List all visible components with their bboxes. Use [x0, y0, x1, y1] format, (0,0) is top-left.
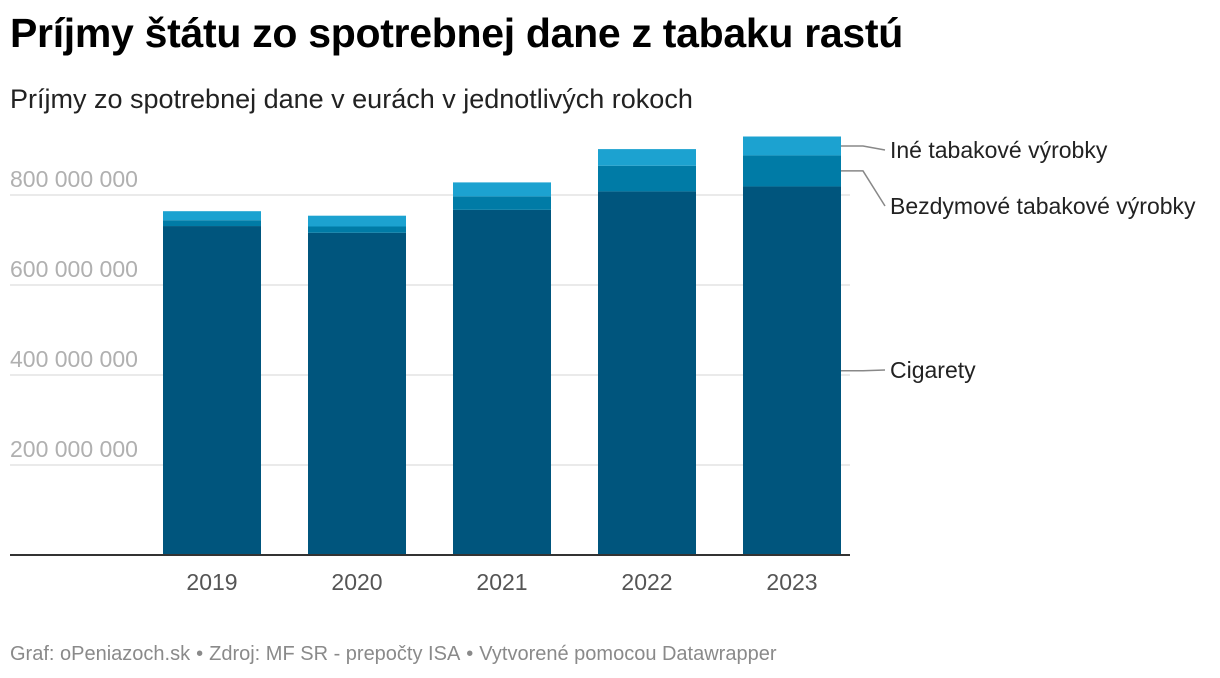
x-tick-label: 2020 [331, 569, 382, 595]
bar-segment [308, 232, 406, 556]
footer-graf: Graf: oPeniazoch.sk [10, 643, 191, 665]
bars [163, 136, 841, 556]
gridlines [10, 194, 850, 466]
footer-separator: • [466, 643, 474, 665]
bar-segment [598, 165, 696, 192]
series-leader-line [841, 369, 886, 372]
bar-segment [453, 196, 551, 210]
footer-separator: • [196, 643, 204, 665]
x-tick-label: 2021 [476, 569, 527, 595]
series-label: Iné tabakové výrobky [890, 137, 1108, 163]
x-tick-label: 2023 [766, 569, 817, 595]
series-label: Cigarety [890, 357, 976, 383]
bar-segment [163, 226, 261, 556]
bar-segment [743, 155, 841, 187]
bar-segment [453, 182, 551, 197]
stacked-bar-chart: 200 000 000 400 000 000 600 000 000 800 000… [10, 136, 1196, 595]
y-tick-label: 600 000 000 [10, 256, 138, 282]
bar-segment [743, 186, 841, 555]
series-labels: Cigarety Bezdymové tabakové výrobky Iné ta… [841, 137, 1196, 383]
chart-subtitle: Príjmy zo spotrebnej dane v eurách v jed… [10, 84, 693, 114]
bar-segment [743, 136, 841, 156]
series-leader-line [841, 145, 886, 151]
y-tick-label: 800 000 000 [10, 166, 138, 192]
bar-segment [598, 149, 696, 166]
x-tick-label: 2019 [186, 569, 237, 595]
footer-source: Zdroj: MF SR - prepočty ISA [209, 643, 461, 665]
bar-segment [453, 209, 551, 555]
bar-segment [598, 191, 696, 555]
series-label: Bezdymové tabakové výrobky [890, 193, 1196, 219]
chart-title: Príjmy štátu zo spotrebnej dane z tabaku… [10, 10, 903, 56]
x-tick-label: 2022 [621, 569, 672, 595]
bar-segment [163, 211, 261, 221]
y-tick-label: 400 000 000 [10, 346, 138, 372]
bar-segment [163, 220, 261, 227]
chart-footer: Graf: oPeniazoch.sk • Zdroj: MF SR - prepo… [10, 643, 777, 666]
axes: 200 000 000 400 000 000 600 000 000 800 000… [10, 166, 850, 595]
bar-segment [308, 215, 406, 227]
bar-segment [308, 226, 406, 233]
y-tick-label: 200 000 000 [10, 436, 138, 462]
footer-made-with: Vytvorené pomocou Datawrapper [479, 643, 777, 665]
series-leader-line [841, 170, 886, 207]
